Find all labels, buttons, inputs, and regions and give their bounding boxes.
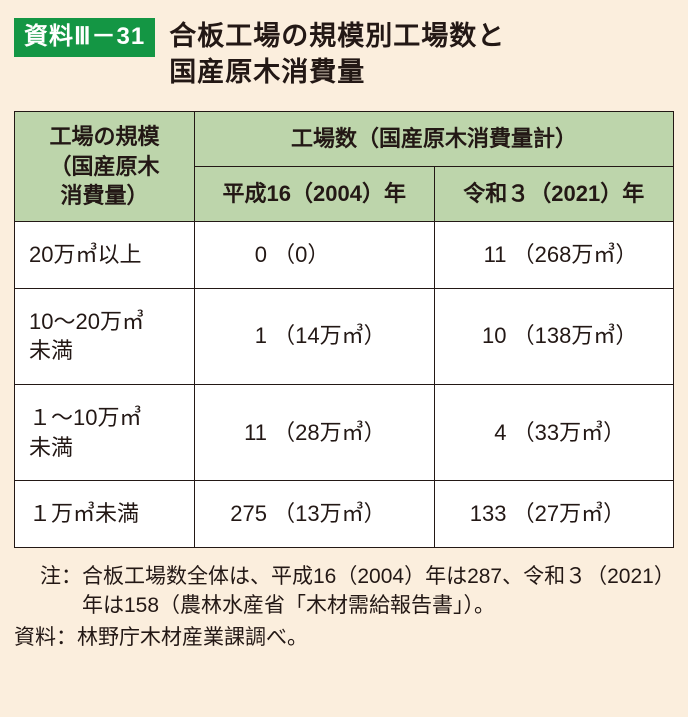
cell-scale: １万㎥未満 [15, 481, 195, 548]
cell-p: （14万㎥） [273, 323, 385, 348]
note-2-label: 資料： [14, 623, 77, 652]
cell-n: 4 [463, 418, 507, 448]
th-scale: 工場の規模 （国産原木 消費量） [15, 111, 195, 221]
table-row: １万㎥未満 275 （13万㎥） 133 （27万㎥） [15, 481, 674, 548]
note-1-label: 注： [40, 562, 82, 621]
cell-n: 1 [223, 321, 267, 351]
title-line-1: 合板工場の規模別工場数と [169, 21, 505, 51]
note-2-body: 林野庁木材産業課調べ。 [77, 623, 674, 652]
th-scale-l1: 工場の規模 [49, 124, 159, 149]
cell-2004: 0 （0） [195, 221, 435, 288]
cell-n: 11 [463, 240, 507, 270]
cell-p: （33万㎥） [513, 420, 625, 445]
th-scale-l2: （国産原木 [49, 154, 159, 179]
cell-scale: １～10万㎥未満 [15, 385, 195, 481]
cell-p: （28万㎥） [273, 420, 385, 445]
cell-2004: 11 （28万㎥） [195, 385, 435, 481]
th-2021: 令和３（2021）年 [434, 166, 674, 221]
note-1-body: 合板工場数全体は、平成16（2004）年は287、令和３（2021）年は158（… [82, 562, 674, 621]
header-row: 資料Ⅲ－31 合板工場の規模別工場数と 国産原木消費量 [14, 18, 674, 91]
table-row: １～10万㎥未満 11 （28万㎥） 4 （33万㎥） [15, 385, 674, 481]
th-scale-l3: 消費量） [60, 183, 148, 208]
cell-2021: 4 （33万㎥） [434, 385, 674, 481]
reference-badge: 資料Ⅲ－31 [14, 18, 155, 57]
data-table: 工場の規模 （国産原木 消費量） 工場数（国産原木消費量計） 平成16（2004… [14, 111, 674, 548]
cell-n: 275 [223, 499, 267, 529]
cell-p: （268万㎥） [513, 242, 638, 267]
notes: 注： 合板工場数全体は、平成16（2004）年は287、令和３（2021）年は1… [14, 562, 674, 652]
cell-scale: 20万㎥以上 [15, 221, 195, 288]
table-row: 10～20万㎥未満 1 （14万㎥） 10 （138万㎥） [15, 288, 674, 384]
cell-2021: 11 （268万㎥） [434, 221, 674, 288]
cell-p: （138万㎥） [513, 323, 638, 348]
note-2: 資料： 林野庁木材産業課調べ。 [14, 623, 674, 652]
cell-p: （0） [273, 242, 329, 267]
title: 合板工場の規模別工場数と 国産原木消費量 [169, 18, 505, 91]
cell-2021: 10 （138万㎥） [434, 288, 674, 384]
cell-2004: 275 （13万㎥） [195, 481, 435, 548]
cell-n: 133 [463, 499, 507, 529]
cell-2021: 133 （27万㎥） [434, 481, 674, 548]
cell-n: 10 [463, 321, 507, 351]
note-1: 注： 合板工場数全体は、平成16（2004）年は287、令和３（2021）年は1… [14, 562, 674, 621]
title-line-2: 国産原木消費量 [169, 57, 365, 87]
cell-n: 0 [223, 240, 267, 270]
table-row: 20万㎥以上 0 （0） 11 （268万㎥） [15, 221, 674, 288]
cell-scale: 10～20万㎥未満 [15, 288, 195, 384]
th-count-top: 工場数（国産原木消費量計） [195, 111, 674, 166]
cell-p: （27万㎥） [513, 501, 625, 526]
cell-n: 11 [223, 418, 267, 448]
cell-2004: 1 （14万㎥） [195, 288, 435, 384]
th-2004: 平成16（2004）年 [195, 166, 435, 221]
cell-p: （13万㎥） [273, 501, 385, 526]
